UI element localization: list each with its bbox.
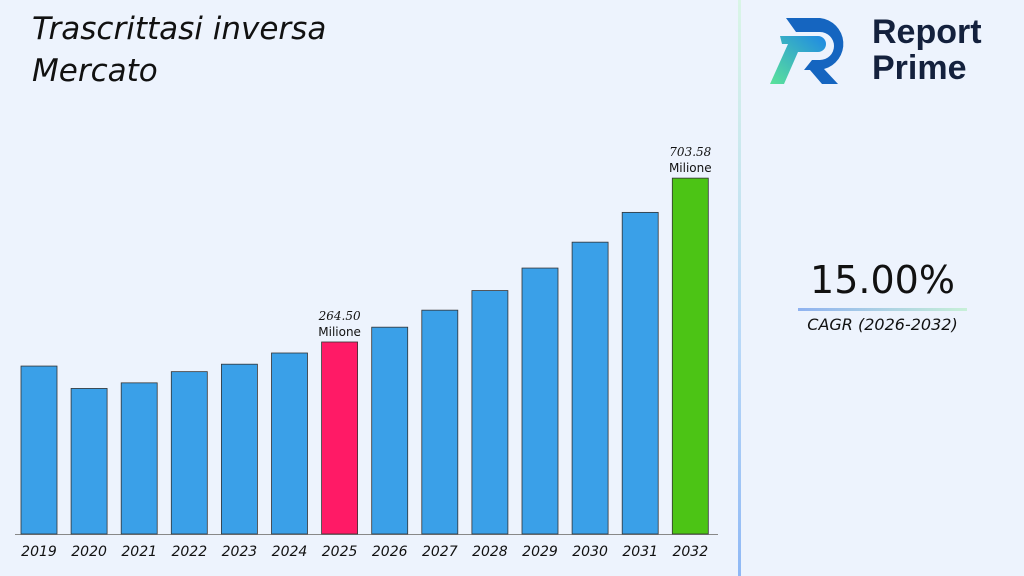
bar-2023 [220, 363, 258, 535]
bar-2029 [521, 267, 559, 535]
brand-line-2: Prime [872, 49, 967, 87]
x-tick-label: 2028 [472, 544, 508, 560]
bar-2027 [421, 309, 459, 535]
x-tick-label: 2021 [121, 544, 157, 560]
bar-2020 [70, 388, 108, 535]
data-label-unit: Milione [318, 325, 361, 339]
bar-2026 [371, 326, 409, 535]
title-line-2: Mercato [32, 53, 158, 89]
bar-2024 [271, 352, 308, 535]
bar-2028 [471, 290, 509, 535]
cagr-value: 15.00% [810, 258, 955, 302]
bar-2032 [671, 177, 709, 535]
bar-chart: 2019 2020 2021 2022 2023 2024 2025 264.50 Milion… [15, 145, 718, 560]
cagr-label: CAGR (2026-2032) [807, 315, 958, 334]
x-tick-label: 2032 [672, 544, 708, 560]
bar-2031 [621, 211, 659, 535]
x-tick-label: 2031 [622, 544, 658, 560]
title-line-1: Trascrittasi inversa [32, 11, 327, 47]
x-tick-label: 2019 [21, 544, 57, 560]
x-tick-label: 2022 [171, 544, 207, 560]
bar-2030 [571, 241, 609, 535]
chart-title: Trascrittasi inversa Mercato [32, 8, 326, 92]
x-tick-label: 2026 [372, 544, 408, 560]
divider [738, 0, 741, 576]
x-tick-label: 2030 [572, 544, 608, 560]
bar-2019 [20, 365, 58, 535]
x-tick-label: 2025 [322, 544, 358, 560]
cagr-panel: 15.00% CAGR (2026-2032) [790, 258, 975, 334]
data-label-value: 703.58 [669, 145, 711, 159]
brand-line-1: Report [872, 13, 982, 51]
bar-2021 [120, 382, 158, 535]
x-tick-label: 2023 [222, 544, 258, 560]
data-label-unit: Milione [669, 161, 712, 175]
logo-mark-icon [770, 18, 844, 84]
bar-2022 [170, 371, 208, 535]
cagr-underline [798, 308, 967, 311]
bar-2025 [321, 341, 359, 535]
data-label-value: 264.50 [318, 309, 361, 323]
x-tick-label: 2029 [522, 544, 558, 560]
report-prime-logo: Report Prime [768, 14, 1008, 90]
x-tick-label: 2020 [71, 544, 107, 560]
x-tick-label: 2024 [272, 544, 308, 560]
x-tick-label: 2027 [422, 544, 458, 560]
